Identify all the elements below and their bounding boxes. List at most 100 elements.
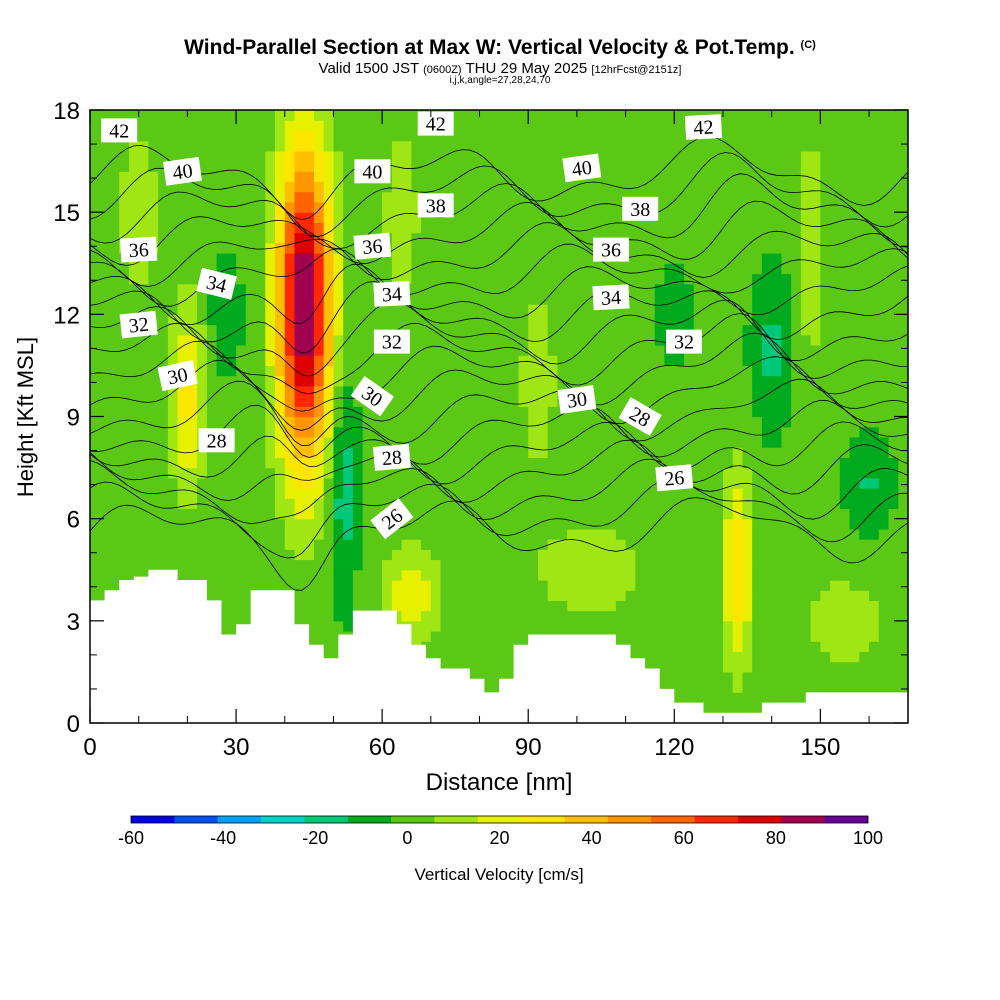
velocity-cell — [781, 396, 792, 407]
velocity-cell — [236, 375, 247, 387]
velocity-cell — [479, 396, 490, 407]
velocity-cell — [752, 191, 763, 203]
velocity-cell — [625, 171, 636, 183]
velocity-cell — [625, 580, 636, 591]
velocity-cell — [684, 508, 695, 520]
velocity-cell — [450, 539, 461, 550]
velocity-cell — [421, 130, 432, 142]
velocity-cell — [148, 171, 159, 183]
velocity-cell — [216, 508, 227, 520]
velocity-cell — [635, 508, 646, 520]
velocity-cell — [391, 191, 403, 203]
velocity-cell — [460, 590, 471, 601]
velocity-cell — [411, 488, 422, 499]
velocity-cell — [654, 120, 666, 131]
velocity-cell — [352, 283, 364, 295]
velocity-cell — [635, 110, 646, 121]
velocity-cell — [878, 518, 890, 530]
velocity-cell — [761, 559, 773, 571]
velocity-cell — [869, 232, 880, 244]
velocity-cell — [645, 140, 656, 152]
velocity-cell — [878, 528, 890, 540]
velocity-cell — [148, 304, 159, 315]
velocity-cell — [421, 447, 432, 458]
velocity-cell — [255, 232, 266, 244]
velocity-cell — [508, 110, 519, 121]
velocity-cell — [684, 140, 695, 152]
velocity-cell — [177, 549, 188, 561]
velocity-cell — [450, 559, 461, 571]
velocity-cell — [352, 181, 364, 193]
velocity-cell — [810, 191, 821, 203]
velocity-cell — [430, 293, 442, 305]
velocity-cell — [167, 232, 179, 244]
velocity-cell — [645, 641, 656, 653]
velocity-cell — [333, 569, 344, 581]
velocity-cell — [314, 130, 325, 142]
velocity-cell — [99, 273, 110, 285]
velocity-cell — [265, 539, 276, 550]
velocity-cell — [820, 355, 831, 366]
velocity-cell — [859, 631, 870, 642]
velocity-cell — [859, 242, 870, 254]
velocity-cell — [167, 253, 179, 264]
velocity-cell — [284, 140, 296, 152]
velocity-cell — [645, 385, 656, 397]
velocity-cell — [479, 293, 490, 305]
velocity-cell — [275, 334, 286, 346]
velocity-cell — [615, 518, 627, 530]
velocity-cell — [245, 273, 257, 285]
velocity-cell — [830, 334, 841, 346]
velocity-cell — [761, 406, 773, 418]
velocity-cell — [615, 130, 627, 142]
velocity-cell — [401, 202, 412, 213]
velocity-cell — [557, 365, 568, 377]
velocity-cell — [800, 161, 812, 172]
velocity-cell — [742, 324, 753, 336]
velocity-cell — [479, 110, 490, 121]
velocity-cell — [216, 610, 227, 622]
velocity-cell — [265, 314, 276, 326]
velocity-cell — [294, 457, 305, 469]
velocity-cell — [528, 293, 539, 305]
velocity-cell — [791, 110, 802, 121]
velocity-cell — [547, 171, 558, 183]
velocity-cell — [382, 222, 393, 234]
velocity-cell — [752, 436, 763, 448]
velocity-cell — [479, 385, 490, 397]
velocity-cell — [703, 620, 714, 632]
velocity-cell — [888, 457, 899, 469]
velocity-cell — [615, 355, 627, 366]
velocity-cell — [538, 242, 549, 254]
velocity-cell — [625, 610, 636, 622]
velocity-cell — [245, 140, 257, 152]
velocity-cell — [869, 610, 880, 622]
velocity-cell — [645, 396, 656, 407]
velocity-cell — [693, 477, 705, 489]
velocity-cell — [761, 314, 773, 326]
velocity-cell — [99, 436, 110, 448]
velocity-cell — [547, 488, 558, 499]
velocity-cell — [226, 314, 237, 326]
velocity-cell — [849, 191, 860, 203]
velocity-cell — [372, 528, 383, 540]
velocity-cell — [430, 631, 442, 642]
velocity-cell — [596, 150, 607, 162]
velocity-cell — [440, 457, 451, 469]
velocity-cell — [197, 569, 208, 581]
velocity-cell — [236, 345, 247, 356]
velocity-cell — [382, 375, 393, 387]
velocity-cell — [294, 181, 305, 193]
velocity-cell — [284, 580, 296, 591]
velocity-cell — [635, 375, 646, 387]
velocity-cell — [314, 467, 325, 479]
velocity-cell — [869, 518, 880, 530]
velocity-cell — [323, 345, 334, 356]
velocity-cell — [723, 150, 734, 162]
velocity-cell — [226, 559, 237, 571]
velocity-cell — [148, 140, 159, 152]
velocity-cell — [489, 457, 500, 469]
velocity-cell — [499, 569, 510, 581]
velocity-cell — [635, 477, 646, 489]
velocity-cell — [654, 283, 666, 295]
